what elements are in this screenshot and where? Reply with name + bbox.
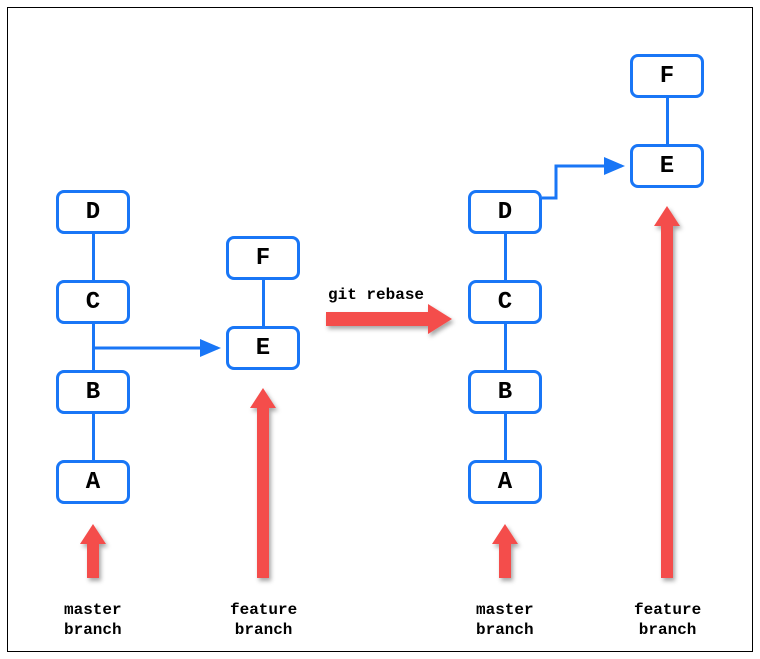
branch-label-master-right: master branch xyxy=(476,600,534,640)
node-right-A: A xyxy=(468,460,542,504)
connector xyxy=(262,280,265,326)
connector xyxy=(92,234,95,280)
branch-label-feature-left: feature branch xyxy=(230,600,297,640)
connector xyxy=(504,234,507,280)
node-label: B xyxy=(86,379,100,406)
node-left-D: D xyxy=(56,190,130,234)
node-label: B xyxy=(498,379,512,406)
node-right-C: C xyxy=(468,280,542,324)
connector xyxy=(504,324,507,370)
node-label: A xyxy=(86,469,100,496)
node-right-D: D xyxy=(468,190,542,234)
node-left-E: E xyxy=(226,326,300,370)
branch-label-master-left: master branch xyxy=(64,600,122,640)
node-right-B: B xyxy=(468,370,542,414)
node-label: E xyxy=(660,153,674,180)
node-right-E: E xyxy=(630,144,704,188)
master-arrow-right xyxy=(492,524,518,578)
node-label: A xyxy=(498,469,512,496)
connector xyxy=(504,414,507,460)
node-left-F: F xyxy=(226,236,300,280)
node-left-C: C xyxy=(56,280,130,324)
branch-arrow-right xyxy=(542,166,622,198)
node-left-A: A xyxy=(56,460,130,504)
node-label: E xyxy=(256,335,270,362)
master-arrow-left xyxy=(80,524,106,578)
arrows-overlay xyxy=(8,8,752,651)
feature-arrow-right xyxy=(654,206,680,578)
diagram-frame: A B C D E F A B C D E F xyxy=(7,7,753,652)
branch-label-feature-right: feature branch xyxy=(634,600,701,640)
node-right-F: F xyxy=(630,54,704,98)
node-label: F xyxy=(256,245,270,272)
rebase-label: git rebase xyxy=(328,286,424,304)
node-label: F xyxy=(660,63,674,90)
rebase-arrow xyxy=(326,304,452,334)
node-label: C xyxy=(86,289,100,316)
node-label: C xyxy=(498,289,512,316)
connector xyxy=(666,98,669,144)
connector xyxy=(92,414,95,460)
feature-arrow-left xyxy=(250,388,276,578)
connector xyxy=(92,324,95,370)
node-label: D xyxy=(86,199,100,226)
node-label: D xyxy=(498,199,512,226)
node-left-B: B xyxy=(56,370,130,414)
